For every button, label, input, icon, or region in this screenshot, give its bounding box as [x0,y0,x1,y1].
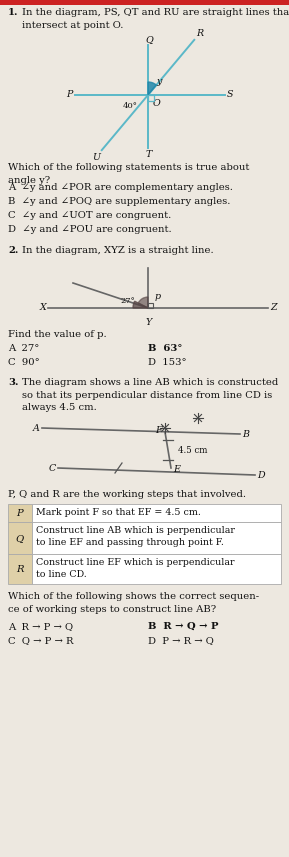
Text: D  153°: D 153° [148,358,187,367]
Text: 40°: 40° [123,102,138,110]
Text: Y: Y [146,318,152,327]
Bar [0,0,289,5]
Bar [32,504,281,522]
Text: 2.: 2. [8,246,18,255]
Text: D: D [257,470,265,480]
Text: S: S [227,89,234,99]
Bar [8,522,32,554]
Text: p: p [155,291,161,301]
Text: 3.: 3. [8,378,18,387]
Text: B: B [242,429,249,439]
Text: F: F [155,425,162,434]
Text: B  R → Q → P: B R → Q → P [148,622,218,631]
Text: O: O [153,99,161,108]
Text: 4.5 cm: 4.5 cm [178,446,208,454]
Text: E: E [173,464,180,474]
Bar [8,504,32,522]
Text: P: P [67,89,73,99]
Text: Construct line EF which is perpendicular
to line CD.: Construct line EF which is perpendicular… [36,558,234,578]
Text: 27°: 27° [121,297,135,305]
Text: R: R [16,566,24,574]
Text: 1.: 1. [8,8,18,17]
Text: C  90°: C 90° [8,358,40,367]
Text: A  R → P → Q: A R → P → Q [8,622,73,631]
Text: B  63°: B 63° [148,344,182,353]
Text: Z: Z [270,303,277,311]
Text: B  ∠y and ∠POQ are supplementary angles.: B ∠y and ∠POQ are supplementary angles. [8,197,230,206]
Bar [8,554,32,584]
Text: y: y [156,76,161,86]
Text: C: C [49,464,56,472]
Text: D  P → R → Q: D P → R → Q [148,636,214,645]
Text: X: X [39,303,46,311]
Text: Find the value of p.: Find the value of p. [8,330,107,339]
Wedge shape [138,297,148,308]
Bar [32,554,281,584]
Text: Which of the following shows the correct sequen-
ce of working steps to construc: Which of the following shows the correct… [8,592,259,614]
Wedge shape [133,301,148,308]
Text: D  ∠y and ∠POU are congruent.: D ∠y and ∠POU are congruent. [8,225,172,234]
Text: Which of the following statements is true about
angle y?: Which of the following statements is tru… [8,163,249,184]
Text: The diagram shows a line AB which is constructed
so that its perpendicular dista: The diagram shows a line AB which is con… [22,378,278,412]
Text: C  ∠y and ∠UOT are congruent.: C ∠y and ∠UOT are congruent. [8,211,171,220]
Text: R: R [196,29,203,38]
Text: A: A [33,423,40,433]
Bar [32,522,281,554]
Text: P: P [17,510,23,518]
Text: Q: Q [145,35,153,44]
Wedge shape [148,82,156,95]
Text: P, Q and R are the working steps that involved.: P, Q and R are the working steps that in… [8,490,246,499]
Text: In the diagram, PS, QT and RU are straight lines that
intersect at point O.: In the diagram, PS, QT and RU are straig… [22,8,289,29]
Text: T: T [146,150,152,159]
Text: Mark point F so that EF = 4.5 cm.: Mark point F so that EF = 4.5 cm. [36,508,201,517]
Text: U: U [92,153,100,162]
Text: Q: Q [16,535,24,543]
Text: A  ∠y and ∠POR are complementary angles.: A ∠y and ∠POR are complementary angles. [8,183,233,192]
Text: C  Q → P → R: C Q → P → R [8,636,73,645]
Text: A  27°: A 27° [8,344,39,353]
Text: In the diagram, XYZ is a straight line.: In the diagram, XYZ is a straight line. [22,246,214,255]
Text: Construct line AB which is perpendicular
to line EF and passing through point F.: Construct line AB which is perpendicular… [36,526,235,547]
